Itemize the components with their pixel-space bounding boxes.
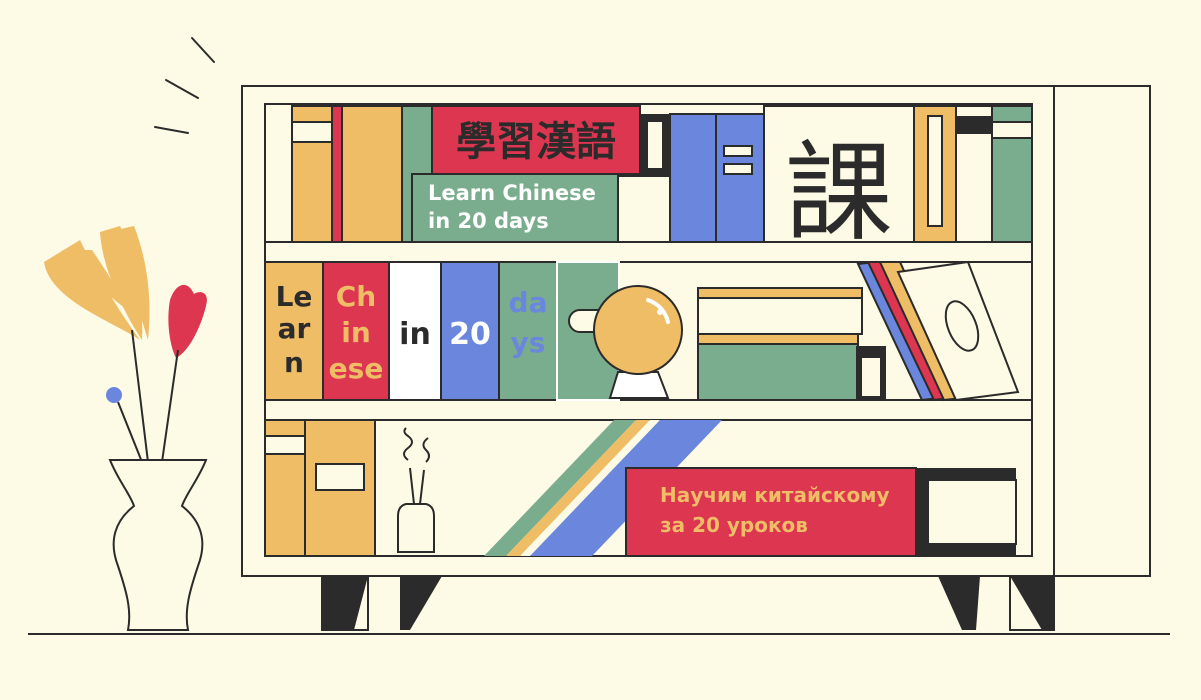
svg-text:n: n <box>284 346 304 379</box>
svg-text:in: in <box>341 316 371 349</box>
bottom-shelf-books: Научим китайскому за 20 уроков <box>264 419 1017 557</box>
spine-chinese <box>322 261 390 401</box>
russian-line2: за 20 уроков <box>660 513 808 537</box>
shelf-board-2 <box>264 399 1033 421</box>
svg-text:Le: Le <box>276 280 313 313</box>
svg-text:ys: ys <box>511 326 546 359</box>
incense-icon <box>397 427 435 553</box>
lesson-book <box>763 105 915 243</box>
spine-days <box>498 261 558 401</box>
crystal-ball-icon <box>593 285 683 399</box>
middle-shelf-books: Le ar n Ch in ese in 20 da ys <box>264 260 1020 402</box>
sparkle-lines-icon <box>154 37 215 134</box>
top-shelf-books: 學習漢語 Learn Chinese in 20 days 課 <box>291 105 1033 256</box>
svg-text:ese: ese <box>329 352 384 385</box>
shelf-board-1 <box>264 241 1033 263</box>
russian-line1: Научим китайскому <box>660 483 890 507</box>
hanzi-title-text: 學習漢語 <box>456 119 616 165</box>
learn-chinese-line2: in 20 days <box>428 209 549 233</box>
svg-text:Ch: Ch <box>336 280 376 313</box>
svg-text:20: 20 <box>449 317 491 352</box>
svg-text:da: da <box>509 286 548 319</box>
lesson-char: 課 <box>785 131 893 256</box>
bookshelf-side-panel <box>1053 85 1151 577</box>
spine-20 <box>440 261 500 401</box>
spine-learn <box>264 261 324 401</box>
leg-left <box>322 576 368 630</box>
svg-text:ar: ar <box>278 312 311 345</box>
flower-vase-icon <box>44 226 208 631</box>
learn-chinese-line1: Learn Chinese <box>428 181 596 205</box>
spine-in <box>388 261 442 401</box>
russian-book <box>625 467 917 557</box>
learn-chinese-book <box>411 173 619 243</box>
svg-text:in: in <box>399 317 431 352</box>
leg-right <box>1010 576 1054 630</box>
